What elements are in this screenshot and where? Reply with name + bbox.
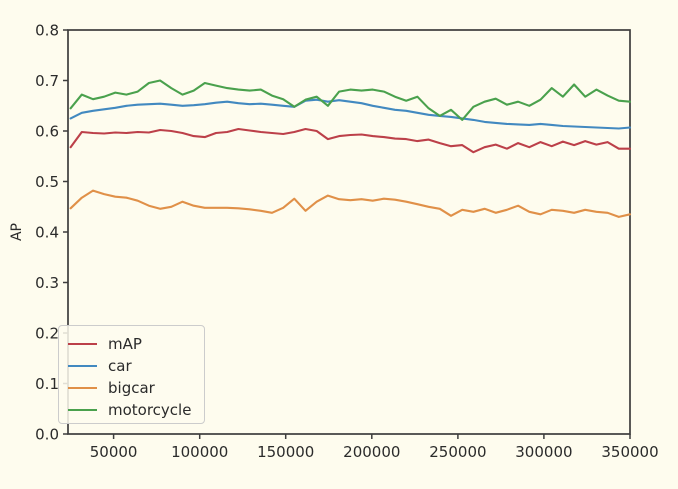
x-tick-label: 200000 xyxy=(343,443,400,461)
legend-swatch-bigcar xyxy=(68,386,97,390)
legend-label-motorcycle: motorcycle xyxy=(108,401,192,419)
y-tick-label: 0.0 xyxy=(35,426,59,444)
legend: mAP car bigcar motorcycle xyxy=(58,325,205,424)
y-tick-label: 0.6 xyxy=(35,123,59,141)
legend-item-motorcycle: motorcycle xyxy=(68,399,196,421)
legend-label-car: car xyxy=(108,357,132,375)
legend-label-map: mAP xyxy=(108,335,142,353)
series-line-bigcar xyxy=(69,189,632,218)
series-line-mAP xyxy=(69,127,632,154)
legend-swatch-motorcycle xyxy=(68,408,97,412)
y-tick-label: 0.5 xyxy=(35,173,59,191)
x-tick-label: 100000 xyxy=(171,443,228,461)
y-tick-label: 0.1 xyxy=(35,375,59,393)
y-tick-label: 0.8 xyxy=(35,22,59,40)
x-tick-label: 50000 xyxy=(90,443,138,461)
y-axis-label: AP xyxy=(9,222,25,242)
legend-swatch-car xyxy=(68,364,97,368)
x-tick-label: 250000 xyxy=(429,443,486,461)
legend-item-bigcar: bigcar xyxy=(68,377,196,399)
y-tick-label: 0.3 xyxy=(35,274,59,292)
y-tick-label: 0.4 xyxy=(35,224,59,242)
x-tick-label: 150000 xyxy=(257,443,314,461)
legend-label-bigcar: bigcar xyxy=(108,379,155,397)
legend-swatch-map xyxy=(68,342,97,346)
series-line-car xyxy=(69,98,632,130)
y-tick-label: 0.2 xyxy=(35,325,59,343)
legend-item-map: mAP xyxy=(68,333,196,355)
x-tick-label: 350000 xyxy=(601,443,658,461)
y-tick-label: 0.7 xyxy=(35,72,59,90)
legend-item-car: car xyxy=(68,355,196,377)
x-tick-label: 300000 xyxy=(515,443,572,461)
series-line-motorcycle xyxy=(69,79,632,121)
